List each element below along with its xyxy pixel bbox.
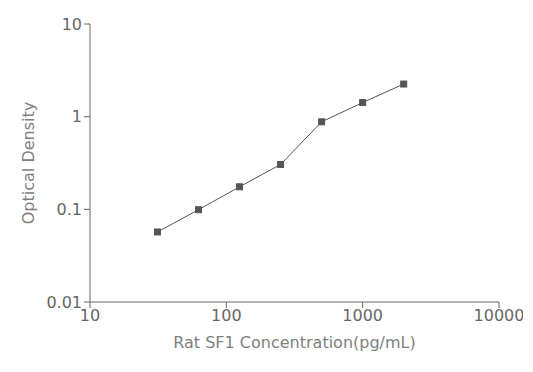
- svg-text:100: 100: [211, 306, 242, 325]
- svg-text:10000: 10000: [474, 306, 523, 325]
- svg-text:1: 1: [72, 107, 82, 126]
- svg-text:0.01: 0.01: [46, 293, 82, 312]
- svg-text:Optical Density: Optical Density: [19, 102, 38, 224]
- svg-text:1000: 1000: [342, 306, 383, 325]
- svg-text:0.1: 0.1: [57, 200, 82, 219]
- svg-text:10: 10: [62, 15, 82, 34]
- svg-text:10: 10: [80, 306, 100, 325]
- svg-text:Rat SF1 Concentration(pg/mL): Rat SF1 Concentration(pg/mL): [173, 333, 415, 352]
